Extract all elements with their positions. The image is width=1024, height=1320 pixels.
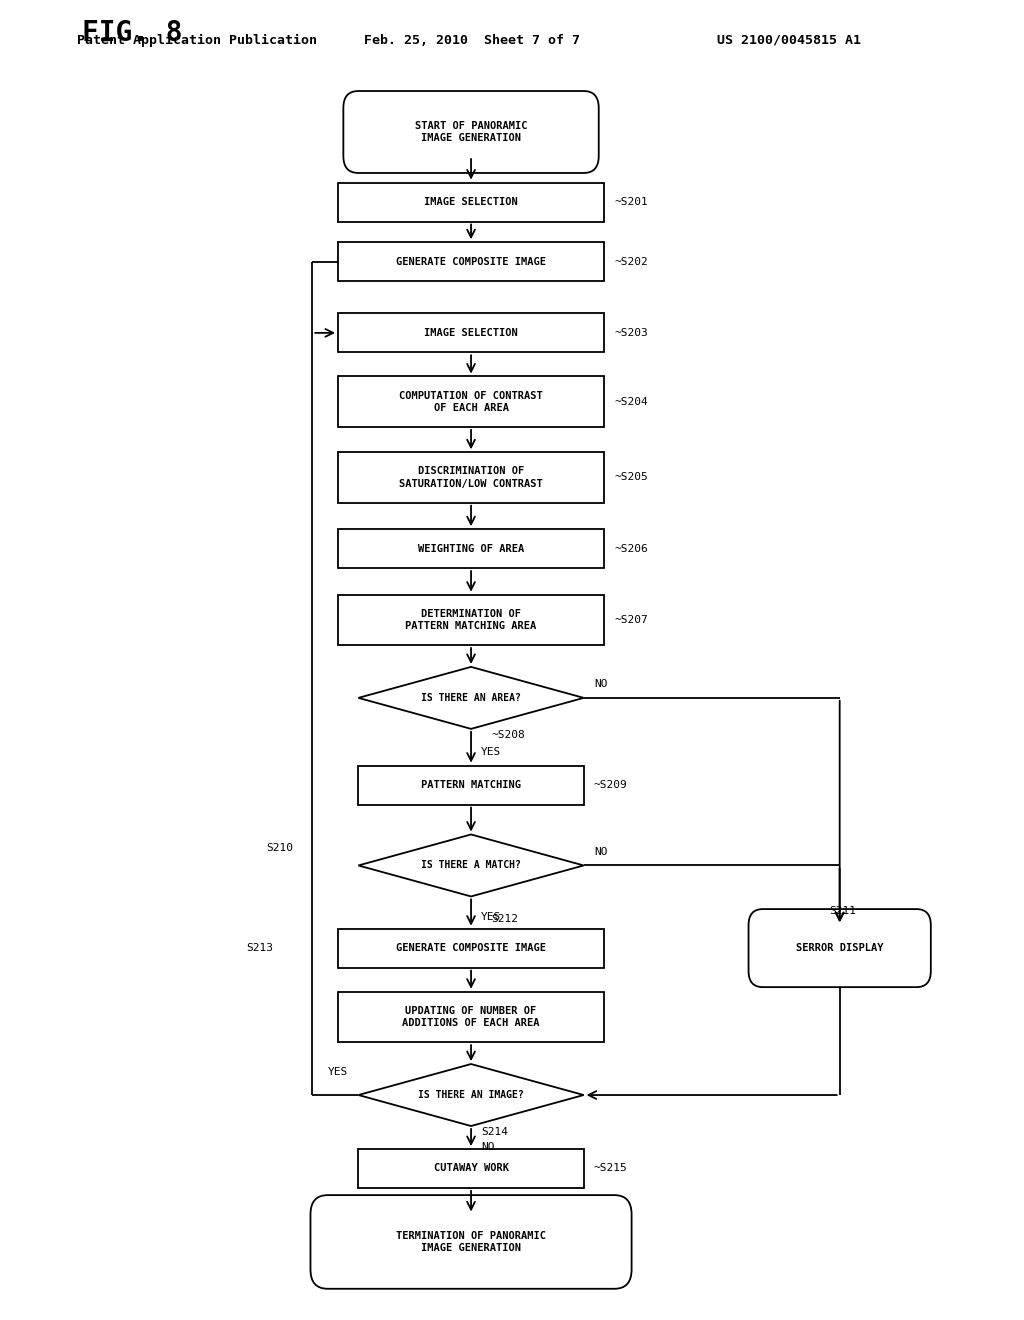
Text: ~S204: ~S204 <box>614 397 648 407</box>
Text: DISCRIMINATION OF
SATURATION/LOW CONTRAST: DISCRIMINATION OF SATURATION/LOW CONTRAS… <box>399 466 543 488</box>
FancyBboxPatch shape <box>338 376 604 426</box>
Text: ~S205: ~S205 <box>614 473 648 483</box>
FancyBboxPatch shape <box>338 182 604 222</box>
Text: Patent Application Publication: Patent Application Publication <box>77 33 316 46</box>
Text: SERROR DISPLAY: SERROR DISPLAY <box>796 942 884 953</box>
Text: ~S206: ~S206 <box>614 544 648 553</box>
Text: IMAGE SELECTION: IMAGE SELECTION <box>424 327 518 338</box>
Text: IS THERE A MATCH?: IS THERE A MATCH? <box>421 861 521 870</box>
Text: IS THERE AN AREA?: IS THERE AN AREA? <box>421 693 521 702</box>
Text: WEIGHTING OF AREA: WEIGHTING OF AREA <box>418 544 524 553</box>
FancyBboxPatch shape <box>338 313 604 352</box>
Text: US 2100/0045815 A1: US 2100/0045815 A1 <box>717 33 861 46</box>
FancyBboxPatch shape <box>358 1148 584 1188</box>
Text: DETERMINATION OF
PATTERN MATCHING AREA: DETERMINATION OF PATTERN MATCHING AREA <box>406 609 537 631</box>
Text: ~S208: ~S208 <box>492 730 525 739</box>
Text: S214: S214 <box>481 1127 508 1137</box>
Text: NO: NO <box>594 846 607 857</box>
Text: S211: S211 <box>829 907 856 916</box>
FancyBboxPatch shape <box>338 242 604 281</box>
Polygon shape <box>358 667 584 729</box>
FancyBboxPatch shape <box>749 909 931 987</box>
Text: S213: S213 <box>246 942 272 953</box>
Text: ~S203: ~S203 <box>614 327 648 338</box>
Text: Feb. 25, 2010  Sheet 7 of 7: Feb. 25, 2010 Sheet 7 of 7 <box>364 33 580 46</box>
Text: GENERATE COMPOSITE IMAGE: GENERATE COMPOSITE IMAGE <box>396 256 546 267</box>
Text: TERMINATION OF PANORAMIC
IMAGE GENERATION: TERMINATION OF PANORAMIC IMAGE GENERATIO… <box>396 1230 546 1253</box>
Text: FIG. 8: FIG. 8 <box>82 18 182 48</box>
Text: ~S201: ~S201 <box>614 197 648 207</box>
Text: START OF PANORAMIC
IMAGE GENERATION: START OF PANORAMIC IMAGE GENERATION <box>415 121 527 143</box>
Text: YES: YES <box>481 912 502 923</box>
FancyBboxPatch shape <box>338 991 604 1043</box>
Text: IS THERE AN IMAGE?: IS THERE AN IMAGE? <box>418 1090 524 1100</box>
FancyBboxPatch shape <box>338 928 604 968</box>
FancyBboxPatch shape <box>338 594 604 645</box>
Text: PATTERN MATCHING: PATTERN MATCHING <box>421 780 521 791</box>
FancyBboxPatch shape <box>358 766 584 805</box>
Text: IMAGE SELECTION: IMAGE SELECTION <box>424 197 518 207</box>
Text: GENERATE COMPOSITE IMAGE: GENERATE COMPOSITE IMAGE <box>396 942 546 953</box>
Text: ~S202: ~S202 <box>614 256 648 267</box>
Text: ~S209: ~S209 <box>594 780 628 791</box>
Text: COMPUTATION OF CONTRAST
OF EACH AREA: COMPUTATION OF CONTRAST OF EACH AREA <box>399 391 543 413</box>
Text: NO: NO <box>481 1142 495 1151</box>
FancyBboxPatch shape <box>338 529 604 568</box>
Text: NO: NO <box>594 678 607 689</box>
FancyBboxPatch shape <box>343 91 599 173</box>
Text: ~S215: ~S215 <box>594 1163 628 1173</box>
Text: YES: YES <box>481 747 502 756</box>
Text: UPDATING OF NUMBER OF
ADDITIONS OF EACH AREA: UPDATING OF NUMBER OF ADDITIONS OF EACH … <box>402 1006 540 1028</box>
Text: ~S207: ~S207 <box>614 615 648 624</box>
Polygon shape <box>358 834 584 896</box>
Text: S210: S210 <box>266 843 293 853</box>
Text: YES: YES <box>328 1067 348 1077</box>
FancyBboxPatch shape <box>310 1195 632 1288</box>
Text: S212: S212 <box>492 915 518 924</box>
Text: CUTAWAY WORK: CUTAWAY WORK <box>433 1163 509 1173</box>
FancyBboxPatch shape <box>338 453 604 503</box>
Polygon shape <box>358 1064 584 1126</box>
